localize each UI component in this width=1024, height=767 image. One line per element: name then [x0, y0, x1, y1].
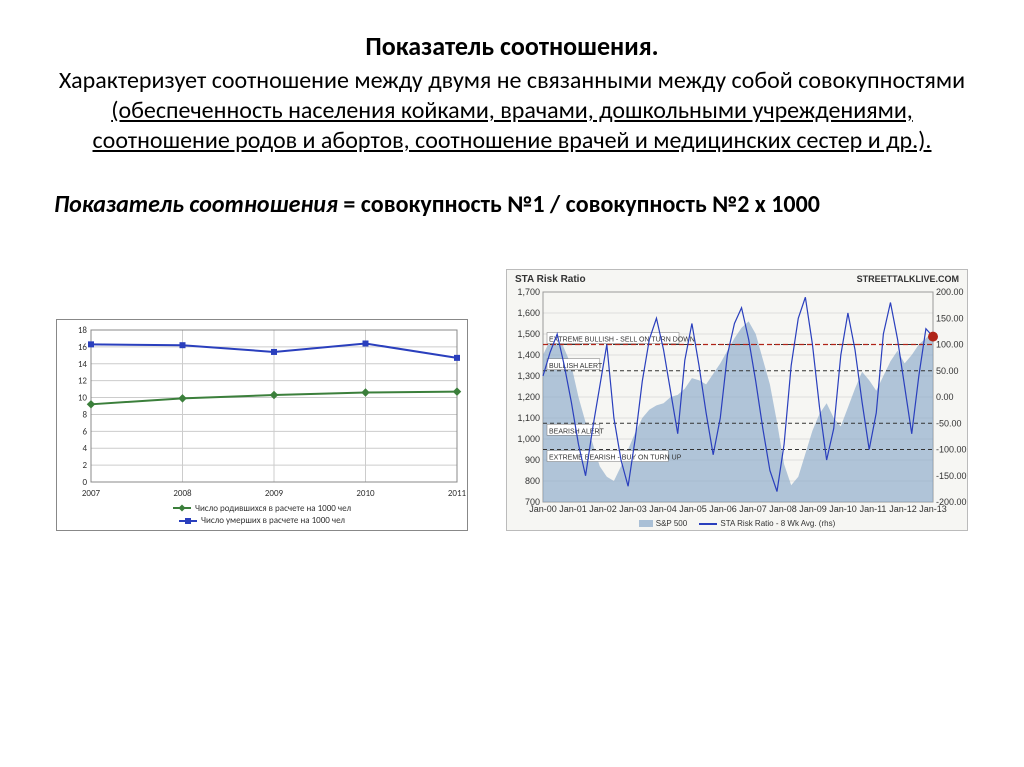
- svg-text:Jan-07: Jan-07: [739, 504, 767, 514]
- svg-text:Jan-06: Jan-06: [709, 504, 737, 514]
- svg-text:Jan-03: Jan-03: [619, 504, 647, 514]
- svg-text:2: 2: [82, 460, 87, 471]
- svg-text:4: 4: [82, 443, 87, 454]
- formula-lhs: Показатель соотношения: [54, 190, 338, 219]
- legend-area-label: S&P 500: [656, 519, 687, 528]
- svg-text:-100.00: -100.00: [936, 445, 967, 455]
- intro-paragraph: Характеризует соотношение между двумя не…: [50, 66, 974, 156]
- chart-right-svg: EXTREME BULLISH - SELL ON TURN DOWN BULLI…: [507, 270, 967, 530]
- chart-right: STA Risk Ratio STREETTALKLIVE.COM EXTREM…: [506, 269, 968, 531]
- para-underlined: (обеспеченность населения койками, врача…: [93, 96, 932, 155]
- svg-text:Jan-11: Jan-11: [860, 504, 887, 514]
- legend-line-label: STA Risk Ratio - 8 Wk Avg. (rhs): [720, 519, 835, 528]
- legend-swatch-green: [173, 507, 191, 509]
- svg-text:Jan-10: Jan-10: [829, 504, 857, 514]
- svg-text:1,200: 1,200: [517, 392, 540, 402]
- svg-text:18: 18: [78, 325, 88, 336]
- svg-text:50.00: 50.00: [936, 366, 959, 376]
- svg-text:Jan-05: Jan-05: [679, 504, 707, 514]
- svg-text:1,300: 1,300: [517, 371, 540, 381]
- legend-area-swatch: [639, 520, 653, 527]
- svg-text:100.00: 100.00: [936, 340, 964, 350]
- svg-text:900: 900: [525, 455, 540, 465]
- legend-line-swatch: [699, 523, 717, 525]
- svg-text:-50.00: -50.00: [936, 418, 962, 428]
- page-title: Показатель соотношения.: [50, 30, 974, 62]
- legend-swatch-blue: [179, 520, 197, 522]
- svg-text:Jan-08: Jan-08: [769, 504, 797, 514]
- legend-label-2: Число умерших в расчете на 1000 чел: [201, 515, 345, 526]
- svg-text:Jan-04: Jan-04: [649, 504, 677, 514]
- svg-text:2010: 2010: [356, 488, 375, 499]
- svg-text:2011: 2011: [448, 488, 467, 499]
- svg-text:14: 14: [78, 359, 88, 370]
- svg-text:150.00: 150.00: [936, 313, 964, 323]
- chart-left-legend: Число родившихся в расчете на 1000 чел Ч…: [57, 501, 467, 526]
- svg-text:2009: 2009: [265, 488, 284, 499]
- svg-text:16: 16: [78, 342, 88, 353]
- chart-left-svg: 0 2 4 6 8 10 12 14 16 18 2007 2008 2009 2010 2011: [57, 320, 467, 530]
- chart-left: 0 2 4 6 8 10 12 14 16 18 2007 2008 2009 2010 2011 Чис…: [56, 319, 468, 531]
- svg-text:6: 6: [82, 426, 87, 437]
- formula: Показатель соотношения = совокупность №1…: [54, 190, 974, 219]
- svg-text:12: 12: [78, 376, 88, 387]
- svg-text:Jan-00: Jan-00: [529, 504, 557, 514]
- svg-text:1,100: 1,100: [517, 413, 540, 423]
- svg-text:Jan-13: Jan-13: [919, 504, 947, 514]
- svg-text:Jan-01: Jan-01: [559, 504, 587, 514]
- svg-text:10: 10: [78, 393, 88, 404]
- svg-text:1,000: 1,000: [517, 434, 540, 444]
- charts-row: 0 2 4 6 8 10 12 14 16 18 2007 2008 2009 2010 2011 Чис…: [50, 269, 974, 531]
- svg-text:Jan-02: Jan-02: [589, 504, 617, 514]
- svg-text:8: 8: [82, 409, 87, 420]
- svg-text:1,500: 1,500: [517, 329, 540, 339]
- svg-text:Jan-09: Jan-09: [799, 504, 827, 514]
- svg-text:EXTREME BEARISH - BUY ON TURN: EXTREME BEARISH - BUY ON TURN UP: [549, 455, 682, 462]
- svg-text:1,700: 1,700: [517, 287, 540, 297]
- svg-text:1,400: 1,400: [517, 350, 540, 360]
- svg-text:EXTREME BULLISH - SELL ON TURN: EXTREME BULLISH - SELL ON TURN DOWN: [549, 337, 695, 344]
- svg-text:2007: 2007: [82, 488, 101, 499]
- svg-text:0: 0: [82, 477, 87, 488]
- chart-right-legend: S&P 500 STA Risk Ratio - 8 Wk Avg. (rhs): [507, 519, 967, 528]
- para-plain: Характеризует соотношение между двумя не…: [59, 66, 965, 95]
- svg-text:-150.00: -150.00: [936, 471, 967, 481]
- svg-text:1,600: 1,600: [517, 308, 540, 318]
- svg-text:BULLISH ALERT: BULLISH ALERT: [549, 363, 603, 370]
- svg-text:0.00: 0.00: [936, 392, 954, 402]
- svg-text:200.00: 200.00: [936, 287, 964, 297]
- formula-rhs: = совокупность №1 / совокупность №2 х 10…: [338, 190, 820, 219]
- svg-text:Jan-12: Jan-12: [889, 504, 917, 514]
- svg-text:2008: 2008: [173, 488, 192, 499]
- legend-label-1: Число родившихся в расчете на 1000 чел: [195, 503, 351, 514]
- svg-text:800: 800: [525, 476, 540, 486]
